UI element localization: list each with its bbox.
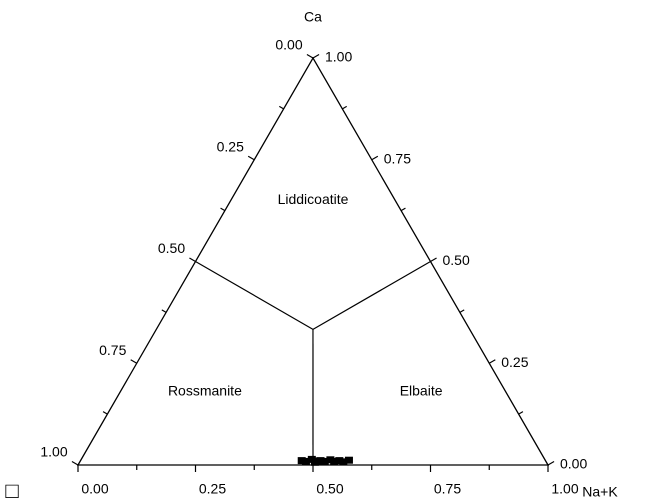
tick-mark [488,359,496,364]
minor-tick [278,105,284,110]
tick-label: 0.50 [158,240,185,256]
data-point [344,456,353,464]
tick-mark [306,53,314,59]
minor-tick [342,105,348,110]
tick-label: 0.50 [443,252,470,268]
tick-label: 0.50 [316,481,343,497]
tick-mark [547,460,555,466]
tick-label: 0.25 [217,138,244,154]
tick-label: 0.75 [99,342,126,358]
tick-mark [130,359,138,364]
tick-label: 0.75 [384,150,411,166]
minor-tick [161,309,167,313]
tick-label: 0.75 [434,481,461,497]
tick-mark [371,155,379,161]
tick-mark [189,257,196,263]
minor-tick [400,207,406,212]
minor-tick [220,207,226,212]
minor-tick [102,411,108,415]
tick-label: 1.00 [551,481,578,497]
tick-mark [71,460,79,466]
boundary-line [195,260,314,330]
data-point [330,457,339,465]
tick-mark [247,155,255,161]
region-label: Rossmanite [168,382,242,398]
minor-tick [459,309,465,313]
apex-label-right: Na+K [582,484,618,500]
tick-label: 0.00 [275,37,302,53]
data-point [320,457,329,465]
tick-label: 0.00 [81,481,108,497]
tick-label: 0.25 [199,481,226,497]
data-point [339,458,348,466]
data-point [313,457,322,465]
tick-label: 1.00 [40,444,67,460]
tick-label: 0.00 [560,456,587,472]
apex-label-top: Ca [304,9,322,25]
region-label: Liddicoatite [278,191,349,207]
data-point [297,457,306,465]
data-point [301,457,310,465]
tick-mark [430,257,437,263]
tick-mark [312,53,320,59]
region-label: Elbaite [400,382,443,398]
boundary-line [312,260,431,330]
apex-label-left: □ [5,478,18,503]
minor-tick [518,411,524,415]
tick-label: 0.25 [501,354,528,370]
tick-label: 1.00 [325,49,352,65]
